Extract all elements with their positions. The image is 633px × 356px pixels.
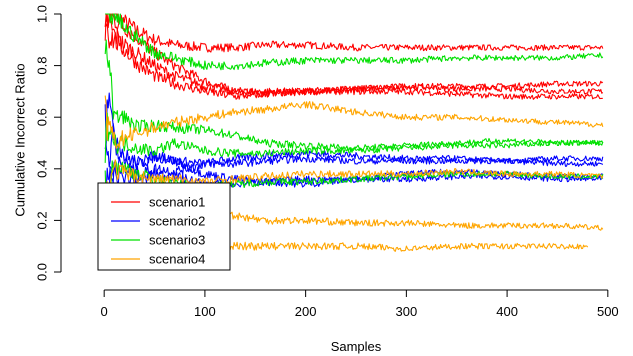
- y-tick-label: 1.0: [35, 5, 50, 23]
- x-tick-label: 400: [496, 304, 518, 319]
- x-axis-title: Samples: [331, 339, 382, 354]
- series-line-scenario3: [104, 112, 604, 163]
- y-tick-label: 0.0: [35, 263, 50, 281]
- legend-label-scenario3: scenario3: [149, 233, 205, 248]
- series-line-scenario4: [105, 159, 604, 203]
- y-tick-label: 0.8: [35, 57, 50, 75]
- x-tick-label: 200: [295, 304, 317, 319]
- x-tick-label: 100: [194, 304, 216, 319]
- series-line-scenario4: [104, 95, 604, 149]
- legend-items: scenario1 scenario2 scenario3 scenario4: [111, 195, 205, 267]
- series-line-scenario3: [105, 13, 604, 71]
- axes: 0 100 200 300 400 500 0.0 0.2 0.4 0.6 0.8 1.0: [35, 5, 619, 319]
- y-tick-label: 0.2: [35, 211, 50, 229]
- x-tick-label: 300: [396, 304, 418, 319]
- x-tick-label: 500: [597, 304, 619, 319]
- y-tick-label: 0.4: [35, 160, 50, 178]
- series-line-scenario1: [104, 13, 604, 98]
- y-axis-ticks: 0.0 0.2 0.4 0.6 0.8 1.0: [35, 5, 61, 281]
- series-line-scenario1: [104, 13, 604, 53]
- y-axis-title: Cumulative Incorrect Ratio: [13, 63, 28, 216]
- legend-label-scenario2: scenario2: [149, 214, 205, 229]
- legend-label-scenario4: scenario4: [149, 252, 205, 267]
- legend-label-scenario1: scenario1: [149, 195, 205, 210]
- legend: scenario1 scenario2 scenario3 scenario4: [97, 182, 231, 271]
- x-tick-label: 0: [101, 304, 108, 319]
- x-axis-ticks: 0 100 200 300 400 500: [101, 290, 619, 319]
- series-line-scenario3: [104, 39, 604, 152]
- series-line-scenario1: [105, 13, 604, 96]
- legend-box: [97, 182, 231, 271]
- y-tick-label: 0.6: [35, 108, 50, 126]
- series-line-scenario1: [104, 23, 603, 100]
